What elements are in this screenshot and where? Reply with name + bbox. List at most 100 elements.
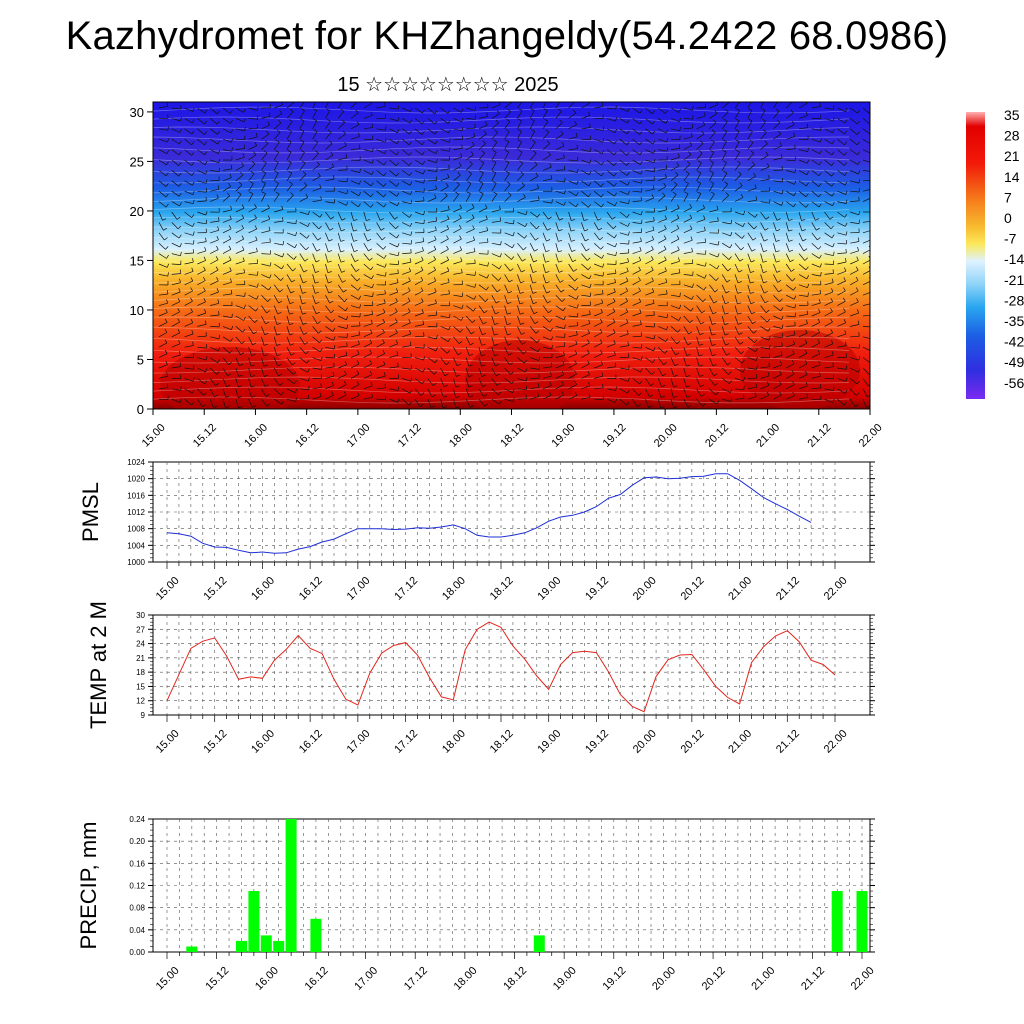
contour-line: [153, 396, 850, 404]
wind-barb: [350, 304, 362, 309]
x-tick-label: 16.00: [249, 728, 277, 756]
wind-barb: [312, 295, 320, 305]
wind-barb: [555, 294, 566, 302]
wind-barb: [721, 367, 732, 375]
wind-barb: [440, 164, 450, 171]
wind-barb: [440, 107, 451, 114]
wind-barb: [273, 274, 284, 281]
y-tick-label: 0.20: [129, 837, 145, 846]
wind-barb: [542, 140, 550, 150]
wind-barb: [850, 159, 861, 165]
wind-barb: [478, 215, 488, 223]
wind-barb: [542, 381, 552, 390]
wind-barb: [299, 210, 310, 215]
wind-barb: [325, 336, 336, 341]
wind-barb: [517, 193, 526, 202]
wind-barb: [555, 165, 566, 171]
x-tick-label: 19.12: [583, 575, 611, 603]
wind-barb: [478, 388, 488, 397]
precip-bar: [248, 891, 260, 952]
wind-barb: [657, 399, 665, 409]
wind-barb: [389, 105, 400, 110]
wind-barb: [734, 193, 744, 202]
wind-barb: [849, 138, 860, 146]
wind-barb: [184, 107, 195, 112]
x-tick-label: 20.12: [679, 575, 707, 603]
wind-barb: [286, 119, 293, 130]
precip-bar: [186, 946, 198, 952]
wind-barb: [414, 210, 426, 216]
wind-barb: [696, 238, 706, 244]
wind-barb: [389, 269, 399, 275]
wind-barb: [440, 118, 451, 124]
wind-barb: [734, 129, 740, 140]
wind-barb: [389, 190, 400, 197]
wind-barb: [542, 118, 549, 129]
wind-barb: [504, 274, 513, 283]
wind-barb: [440, 245, 449, 254]
precip-bar: [533, 935, 545, 952]
colorbar-label: -7: [1004, 231, 1017, 247]
wind-barb: [594, 339, 603, 348]
wind-barb: [529, 315, 539, 324]
wind-barb: [235, 336, 245, 344]
wind-barb: [529, 118, 535, 129]
wind-barb: [581, 190, 592, 198]
x-tick-label: 15.12: [201, 575, 229, 603]
wind-barb: [645, 266, 654, 275]
wind-barb: [850, 246, 860, 254]
wind-barb: [837, 149, 848, 156]
wind-barb: [261, 140, 269, 150]
wind-barb: [542, 345, 553, 350]
wind-barb: [619, 118, 630, 124]
wind-barb: [478, 140, 486, 150]
wind-barb: [798, 170, 810, 176]
wind-barb: [734, 263, 743, 273]
wind-barb: [542, 391, 552, 400]
wind-barb: [427, 378, 437, 386]
wind-barb: [619, 377, 630, 382]
wind-barb: [785, 201, 796, 208]
x-tick-label: 21.00: [749, 965, 777, 993]
wind-barb: [760, 371, 770, 379]
wind-barb: [773, 243, 780, 253]
wind-barb: [235, 204, 245, 213]
wind-barb: [568, 340, 578, 348]
wind-barb: [696, 378, 705, 387]
x-tick-label: 18.00: [447, 422, 475, 450]
wind-barb: [338, 342, 348, 348]
wind-barb: [721, 305, 729, 315]
wind-barb: [363, 232, 372, 242]
x-tick-label: 16.00: [249, 575, 277, 603]
wind-barb: [696, 284, 707, 291]
wind-barb: [235, 117, 246, 123]
contour-line: [153, 226, 850, 234]
wind-barb: [696, 121, 706, 130]
wind-barb: [171, 398, 182, 403]
wind-barb: [273, 347, 281, 357]
wind-barb: [696, 150, 703, 161]
wind-barb: [184, 377, 195, 382]
wind-barb: [261, 326, 269, 336]
wind-barb: [337, 305, 348, 312]
y-tick-label: 0.16: [129, 859, 145, 868]
y-tick-label: 27: [136, 625, 145, 634]
wind-barb: [709, 110, 718, 119]
wind-barb: [171, 329, 181, 338]
wind-barb: [312, 129, 318, 140]
wind-barb: [555, 380, 565, 390]
wind-barb: [337, 108, 345, 119]
wind-barb: [529, 211, 540, 218]
wind-barb: [235, 292, 246, 297]
wind-barb: [798, 190, 809, 198]
wind-barb: [414, 367, 426, 373]
contour-line: [153, 156, 850, 164]
wind-barb: [773, 370, 782, 379]
wind-barb: [286, 274, 296, 283]
wind-barb: [709, 263, 720, 270]
wind-barb: [197, 107, 208, 114]
wind-barb: [824, 138, 835, 145]
wind-barb: [850, 210, 861, 216]
x-tick-label: 19.12: [601, 422, 629, 450]
wind-barb: [376, 318, 386, 327]
